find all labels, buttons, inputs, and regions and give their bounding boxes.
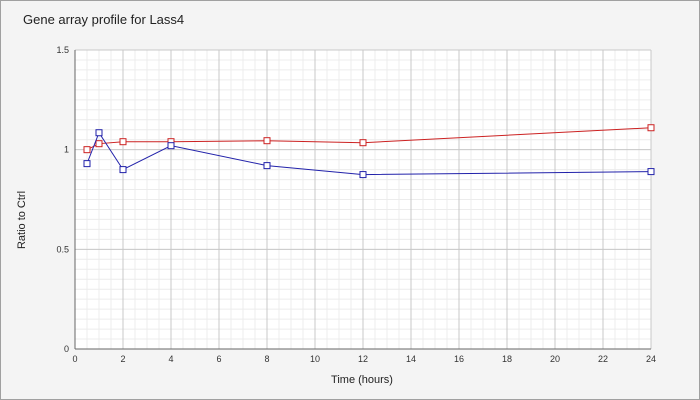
data-point — [83, 160, 91, 168]
x-tick-label: 22 — [598, 354, 608, 364]
x-tick-label: 18 — [502, 354, 512, 364]
y-tick-label: 0 — [64, 344, 69, 354]
x-tick-label: 24 — [646, 354, 656, 364]
data-point — [647, 124, 655, 132]
series-2 — [83, 129, 655, 179]
x-tick-label: 14 — [406, 354, 416, 364]
y-axis-label: Ratio to Ctrl — [16, 191, 28, 249]
x-tick-label: 16 — [454, 354, 464, 364]
data-point — [167, 142, 175, 150]
chart-title: Gene array profile for Lass4 — [23, 12, 184, 27]
x-tick-label: 8 — [264, 354, 269, 364]
y-tick-label: 0.5 — [56, 244, 69, 254]
x-tick-label: 6 — [216, 354, 221, 364]
x-tick-label: 12 — [358, 354, 368, 364]
x-tick-label: 0 — [72, 354, 77, 364]
data-point — [359, 139, 367, 147]
series-layer — [83, 124, 655, 179]
data-point — [119, 138, 127, 146]
data-point — [359, 171, 367, 179]
x-tick-label: 10 — [310, 354, 320, 364]
x-tick-label: 20 — [550, 354, 560, 364]
data-point — [95, 129, 103, 137]
data-point — [83, 146, 91, 154]
x-tick-label: 4 — [168, 354, 173, 364]
data-point — [647, 168, 655, 176]
axes — [74, 50, 651, 350]
data-point — [95, 140, 103, 148]
data-point — [263, 162, 271, 170]
x-tick-label: 2 — [120, 354, 125, 364]
y-tick-label: 1 — [64, 145, 69, 155]
y-tick-label: 1.5 — [56, 45, 69, 55]
data-point — [263, 137, 271, 145]
x-axis-label: Time (hours) — [331, 374, 393, 386]
data-point — [119, 166, 127, 174]
